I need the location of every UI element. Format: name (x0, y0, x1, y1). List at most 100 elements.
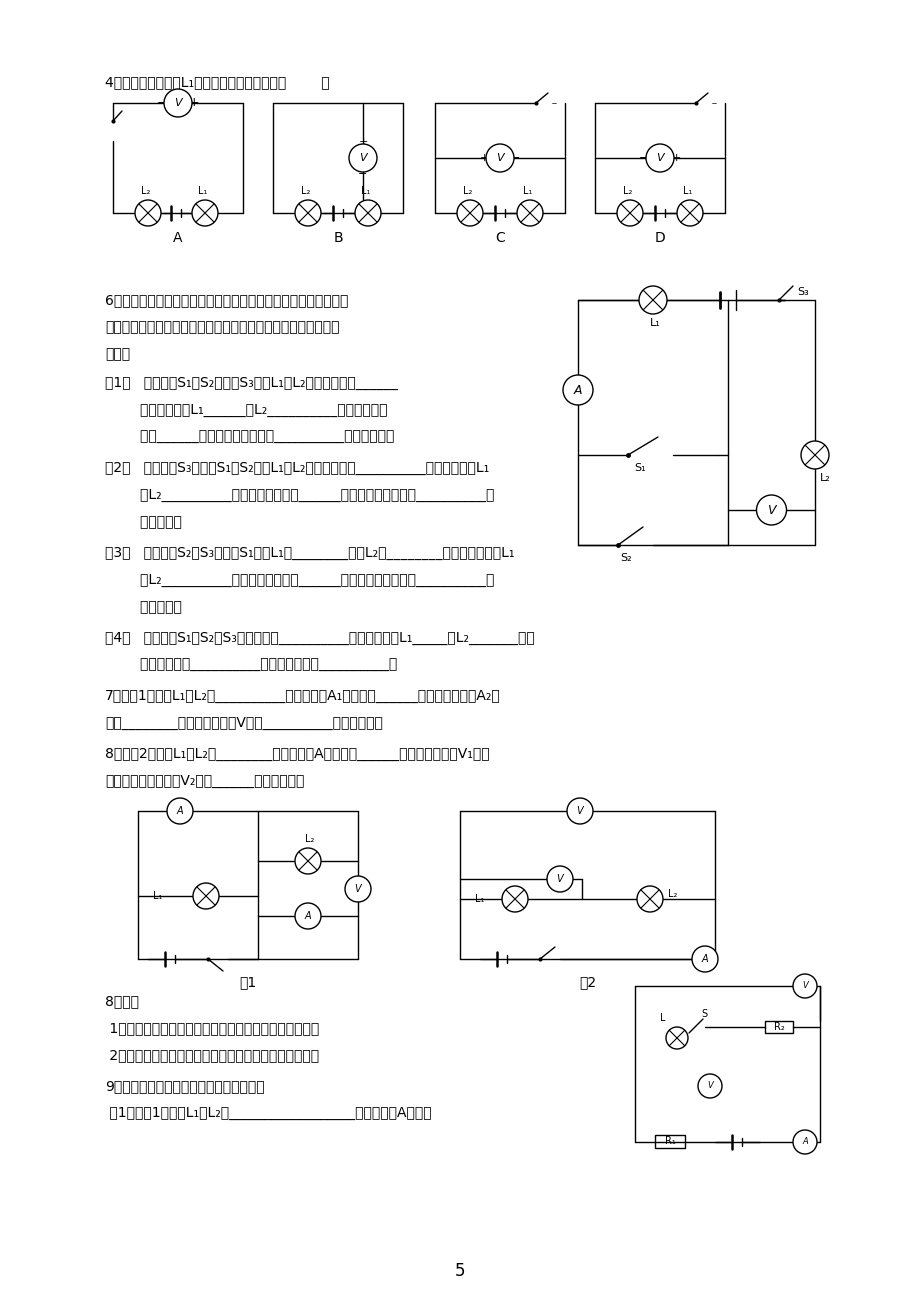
Text: R₂: R₂ (773, 1022, 784, 1032)
FancyBboxPatch shape (765, 1021, 792, 1032)
Text: +: + (357, 137, 368, 147)
Text: S₃: S₃ (796, 286, 808, 297)
Text: 图1: 图1 (239, 975, 256, 990)
Text: −: − (639, 154, 648, 163)
Text: L₂: L₂ (667, 889, 676, 898)
Text: A: A (176, 806, 183, 816)
Text: L₂: L₂ (623, 186, 632, 197)
Circle shape (348, 145, 377, 172)
Text: 7、如图1，电灯L₁、L₂是__________联，电流表A₁测量通过______的电流，电流表A₂测: 7、如图1，电灯L₁、L₂是__________联，电流表A₁测量通过_____… (105, 689, 500, 703)
Circle shape (193, 883, 219, 909)
Text: D: D (654, 230, 664, 245)
Text: A: A (801, 1138, 807, 1147)
Circle shape (639, 286, 666, 314)
Circle shape (676, 201, 702, 227)
Text: ₁: ₁ (187, 802, 191, 811)
Text: L₂: L₂ (305, 835, 314, 844)
Text: A: A (701, 954, 708, 963)
Text: S₁: S₁ (633, 464, 645, 473)
Text: 8、如图2，电灯L₁、L₂是________联，电流表A测量通过______的电流，电压表V₁测量: 8、如图2，电灯L₁、L₂是________联，电流表A测量通过______的电… (105, 747, 489, 760)
Text: A: A (304, 911, 311, 921)
Text: V: V (576, 806, 583, 816)
Text: 1、在开关断开时，请判断电流表和电压表所测的对象。: 1、在开关断开时，请判断电流表和电压表所测的对象。 (105, 1021, 319, 1035)
Text: （2）   闭合开关S₃，断开S₁和S₂，则L₁、L₂的连接方式是__________，发光情况是L₁: （2） 闭合开关S₃，断开S₁和S₂，则L₁、L₂的连接方式是_________… (105, 461, 489, 475)
Text: L₁: L₁ (475, 894, 484, 904)
Text: ，L₂__________，电流表测通过灯______的电流，电压表测灯__________两: ，L₂__________，电流表测通过灯______的电流，电压表测灯____… (105, 488, 494, 503)
Circle shape (192, 201, 218, 227)
Text: ，L₂__________，电流表测通过灯______的电流，电压表测灯__________两: ，L₂__________，电流表测通过灯______的电流，电压表测灯____… (105, 573, 494, 587)
Text: A: A (571, 385, 580, 398)
Circle shape (645, 145, 674, 172)
Text: L₁: L₁ (683, 186, 692, 197)
Text: A: A (573, 384, 582, 397)
Circle shape (691, 947, 717, 973)
Text: A: A (173, 230, 183, 245)
Text: 流表的示数是__________电压表的示数是__________。: 流表的示数是__________电压表的示数是__________。 (105, 658, 397, 672)
Text: ₂: ₂ (587, 802, 591, 811)
Circle shape (562, 375, 593, 405)
FancyBboxPatch shape (654, 1135, 685, 1148)
Circle shape (355, 201, 380, 227)
Circle shape (502, 885, 528, 911)
Text: S₂: S₂ (619, 553, 631, 562)
Text: 两端的电压。电压表V₂测量______两端的电压。: 两端的电压。电压表V₂测量______两端的电压。 (105, 773, 304, 788)
Text: 说明。: 说明。 (105, 348, 130, 361)
Text: L₁: L₁ (649, 318, 660, 328)
Text: ₂: ₂ (317, 913, 320, 922)
Circle shape (636, 885, 663, 911)
Circle shape (295, 201, 321, 227)
Circle shape (164, 89, 192, 117)
Text: L₂: L₂ (819, 473, 830, 483)
Text: L₂: L₂ (301, 186, 311, 197)
Text: V: V (707, 1082, 712, 1091)
Text: C: C (494, 230, 505, 245)
Text: （3）   闭合开关S₂和S₃，断开S₁，则L₁是________路，L₂是________路，发光情况是L₁: （3） 闭合开关S₂和S₃，断开S₁，则L₁是________路，L₂是____… (105, 546, 514, 560)
Text: ₂: ₂ (717, 1085, 720, 1094)
Text: 式，两灯的发光情况，电表的测量对象以及是否有短路现象作出: 式，两灯的发光情况，电表的测量对象以及是否有短路现象作出 (105, 320, 339, 335)
Text: 图2: 图2 (578, 975, 596, 990)
Text: 过灯______的电流，电压表测灯__________两端的电压。: 过灯______的电流，电压表测灯__________两端的电压。 (105, 430, 394, 444)
Circle shape (135, 201, 161, 227)
Text: 2、在开关闭合时，请判断电流表和电压表所测的对象。: 2、在开关闭合时，请判断电流表和电压表所测的对象。 (105, 1048, 319, 1062)
Text: L₁: L₁ (361, 186, 370, 197)
Text: +: + (671, 154, 680, 163)
Circle shape (516, 201, 542, 227)
Circle shape (547, 866, 573, 892)
Text: V: V (355, 884, 361, 894)
Text: ，发光情况是L₁______，L₂__________，电流表测通: ，发光情况是L₁______，L₂__________，电流表测通 (105, 404, 387, 417)
Text: +: + (188, 96, 199, 109)
Circle shape (755, 495, 786, 525)
Circle shape (617, 201, 642, 227)
Text: 端的电压。: 端的电压。 (105, 516, 182, 529)
Circle shape (698, 1074, 721, 1098)
Text: ₁: ₁ (567, 870, 571, 879)
Text: V: V (801, 982, 807, 991)
Text: S: S (700, 1009, 707, 1019)
Text: V: V (556, 874, 562, 884)
Circle shape (800, 441, 828, 469)
Text: B: B (333, 230, 343, 245)
Text: 8、判断: 8、判断 (105, 993, 139, 1008)
Text: 9、判断下列各图中电压表所测量的对象。: 9、判断下列各图中电压表所测量的对象。 (105, 1079, 265, 1092)
Text: V: V (358, 154, 367, 163)
Text: V: V (655, 154, 664, 163)
Text: 4、下列各图中测量L₁电压的电路，正确的是（        ）: 4、下列各图中测量L₁电压的电路，正确的是（ ） (105, 76, 329, 89)
Text: 通过________的电流，电压表V测量__________两端的电压。: 通过________的电流，电压表V测量__________两端的电压。 (105, 716, 382, 730)
Text: +: + (479, 154, 488, 163)
Text: V: V (495, 154, 504, 163)
Text: −: − (511, 154, 520, 163)
Circle shape (792, 1130, 816, 1154)
Text: V: V (766, 504, 775, 517)
Text: L: L (660, 1013, 665, 1023)
Circle shape (485, 145, 514, 172)
Text: 6、请你根据如图所示电路，分别对下列四种情况下两灯的连接方: 6、请你根据如图所示电路，分别对下列四种情况下两灯的连接方 (105, 293, 348, 307)
Text: L₁: L₁ (199, 186, 208, 197)
Circle shape (665, 1027, 687, 1049)
Text: L₁: L₁ (153, 891, 163, 901)
Text: V: V (174, 98, 182, 108)
Circle shape (345, 876, 370, 902)
Text: （1）   闭合开关S₁和S₂，断开S₃，则L₁、L₂的连接方式是______: （1） 闭合开关S₁和S₂，断开S₃，则L₁、L₂的连接方式是______ (105, 376, 397, 391)
Circle shape (295, 848, 321, 874)
Text: L₁: L₁ (523, 186, 532, 197)
Circle shape (295, 904, 321, 930)
